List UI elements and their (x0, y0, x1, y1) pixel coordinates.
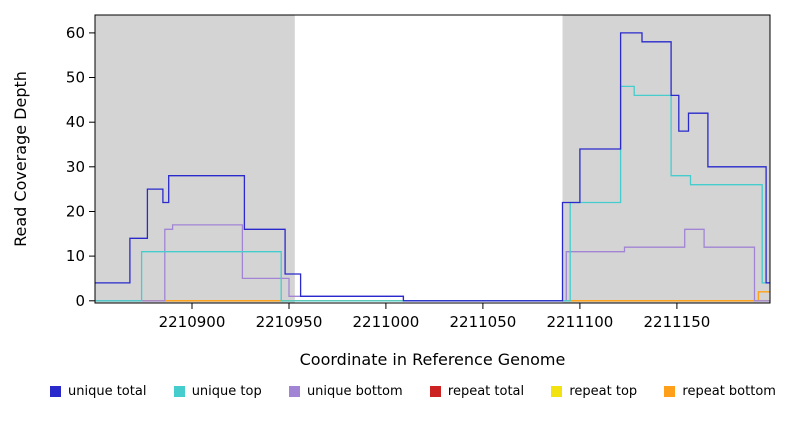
legend-label: repeat top (569, 384, 638, 399)
y-tick-label: 10 (66, 247, 85, 265)
legend-label: repeat bottom (682, 384, 776, 399)
y-tick-label: 50 (66, 69, 85, 87)
x-tick-label: 2210950 (256, 313, 323, 331)
legend-item-unique-top: unique top (173, 384, 262, 399)
legend-item-repeat-bottom: repeat bottom (664, 384, 776, 399)
shaded-region-1 (562, 15, 770, 303)
legend-swatch-icon (429, 386, 441, 397)
series-lines (95, 32, 770, 302)
coverage-plot: 2210900 2210950 2211000 2211050 2211100 22111… (11, 14, 771, 369)
legend-label: repeat total (447, 384, 525, 399)
plot-border (94, 14, 771, 304)
legend-label: unique bottom (306, 384, 403, 399)
chart-legend: unique total unique top unique bottom repea… (0, 384, 792, 399)
series-line-unique-total (95, 32, 770, 302)
legend-swatch-icon (50, 386, 61, 397)
legend-label: unique total (68, 384, 147, 399)
y-axis-title: Read Coverage Depth (11, 71, 30, 247)
y-tick-label: 30 (66, 158, 85, 176)
legend-swatch-icon (173, 386, 185, 397)
y-tick-label: 0 (75, 292, 85, 310)
legend-swatch-icon (288, 386, 300, 397)
legend-item-repeat-total: repeat total (429, 384, 525, 399)
legend-swatch-icon (664, 386, 676, 397)
x-tick-label: 2211100 (546, 313, 613, 331)
x-tick-label: 2211050 (449, 313, 516, 331)
x-tick-label: 2211000 (352, 313, 419, 331)
y-tick-label: 40 (66, 113, 85, 131)
y-tick-label: 20 (66, 203, 85, 221)
shaded-region-0 (95, 15, 295, 303)
legend-item-unique-total: unique total (50, 384, 146, 399)
x-axis-title: Coordinate in Reference Genome (300, 350, 566, 369)
legend-label: unique top (191, 384, 262, 399)
legend-swatch-icon (551, 386, 563, 397)
legend-item-repeat-top: repeat top (551, 384, 637, 399)
legend-item-unique-bottom: unique bottom (288, 384, 403, 399)
x-tick-label: 2210900 (159, 313, 226, 331)
x-tick-label: 2211150 (643, 313, 710, 331)
y-tick-label: 60 (66, 24, 85, 42)
series-line-unique-top (95, 85, 770, 302)
